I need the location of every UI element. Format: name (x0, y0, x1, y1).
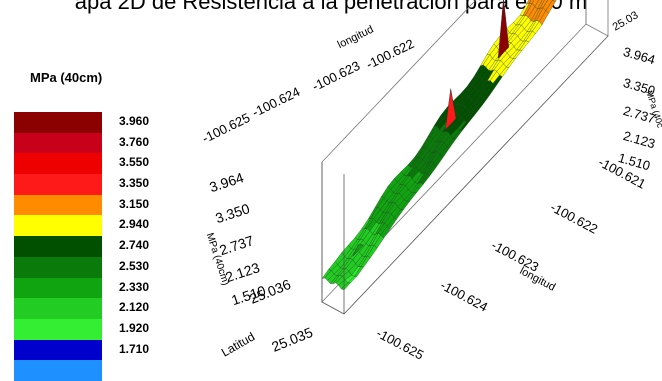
axis-label-lon-top: longitud (336, 23, 376, 51)
tick-label-z-right: 2.123 (622, 128, 657, 151)
tick-label-lat-top: 25.03 (611, 9, 641, 33)
tick-label-lon-front: -100.622 (548, 199, 600, 236)
surface (322, 0, 608, 290)
tick-label-z-left: 2.737 (217, 232, 255, 258)
tick-label-lon-front: -100.625 (374, 325, 426, 362)
side-wall (586, 0, 608, 36)
tick-label-lon-top: -100.623 (310, 58, 363, 94)
tick-label-lon-top: -100.625 (200, 110, 253, 146)
tick-label-z-right: 3.964 (622, 44, 657, 67)
tick-label-lon-front: -100.623 (489, 237, 541, 274)
tick-label-z-left: 1.510 (229, 282, 267, 308)
axis-ticks: -100.622-100.623-100.624-100.625-100.621… (200, 9, 657, 362)
tick-label-lon-front: -100.624 (438, 277, 490, 314)
axis-label-lon-front: longitud (518, 265, 558, 294)
tick-label-z-left: 3.350 (213, 200, 251, 226)
plot-box-front (322, 36, 608, 314)
tick-label-z-left: 3.964 (207, 169, 245, 195)
tick-label-lon-top: -100.624 (250, 84, 303, 120)
axis-label-lat: Latitud (219, 329, 257, 359)
tick-label-lat: 25.035 (269, 324, 315, 355)
box-edge (322, 302, 344, 314)
tick-label-lon-top: -100.622 (364, 36, 417, 72)
